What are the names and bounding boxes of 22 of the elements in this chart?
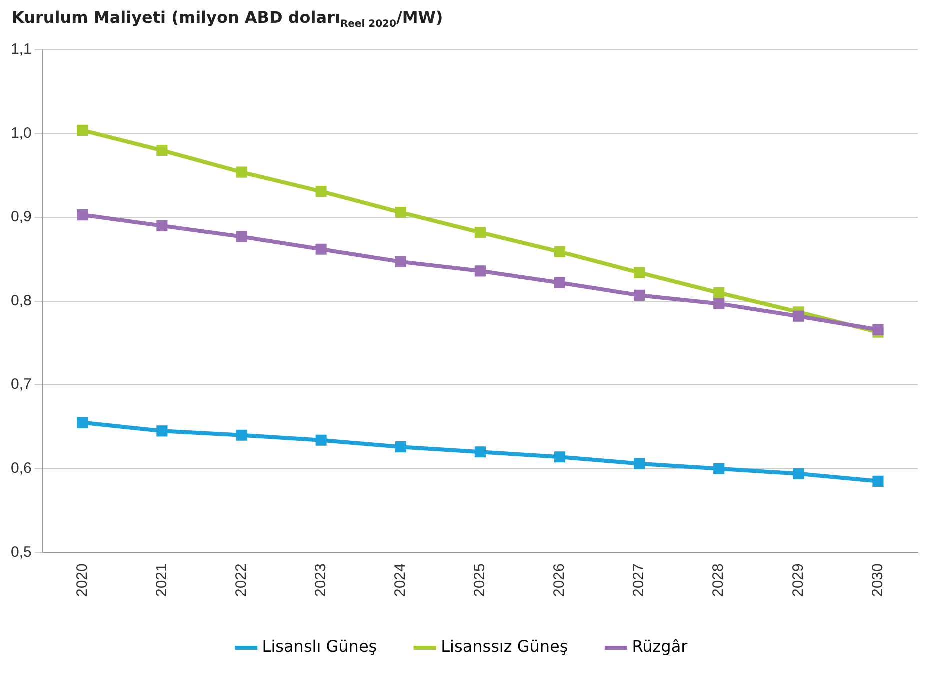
x-tick-label: 2026 <box>551 564 568 598</box>
y-tick-label: 0,9 <box>10 208 32 226</box>
x-tick-label: 2027 <box>630 564 648 598</box>
y-tick-label: 0,8 <box>10 292 32 310</box>
y-tick-label: 0,7 <box>10 376 32 394</box>
x-tick-label: 2028 <box>710 564 728 598</box>
y-tick-label: 0,6 <box>10 460 32 477</box>
x-tick-label: 2030 <box>869 564 886 598</box>
legend-label: Lisanslı Güneş <box>262 637 378 656</box>
legend-label: Rüzgâr <box>632 637 688 656</box>
chart-title: Kurulum Maliyeti (milyon ABD doları$_{Reel 2020}$/MW) <box>12 8 444 30</box>
y-tick-label: 0,5 <box>10 544 32 561</box>
x-tick-label: 2029 <box>790 564 807 598</box>
x-tick-label: 2020 <box>74 564 91 598</box>
x-tick-label: 2022 <box>232 564 250 598</box>
y-tick-label: 1,1 <box>10 41 32 58</box>
x-tick-label: 2025 <box>472 564 489 598</box>
y-tick-label: 1,0 <box>10 124 32 142</box>
x-tick-label: 2021 <box>153 564 170 598</box>
x-tick-label: 2024 <box>392 564 410 598</box>
x-tick-label: 2023 <box>312 564 330 598</box>
legend-label: Lisanssız Güneş <box>441 637 568 656</box>
